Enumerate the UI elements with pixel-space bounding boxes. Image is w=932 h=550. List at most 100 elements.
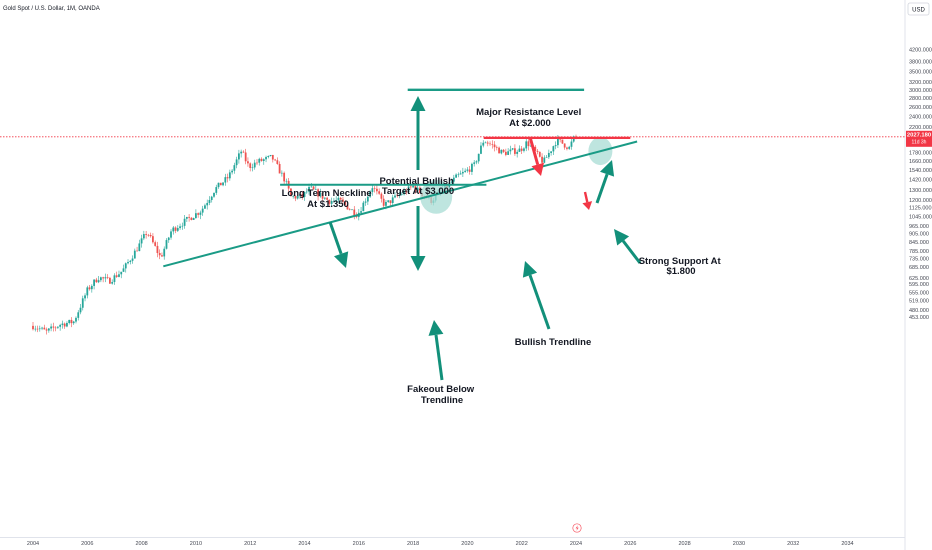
price-tick-label: 2600.000 xyxy=(909,105,932,111)
candle-body xyxy=(303,192,306,197)
candle-body xyxy=(52,326,55,328)
candle-body xyxy=(554,145,557,147)
candle-body xyxy=(308,186,310,192)
candle-body xyxy=(235,159,238,166)
target-arrow-up xyxy=(410,96,426,170)
candle-body xyxy=(511,148,514,150)
candle-body xyxy=(63,323,66,327)
price-axis[interactable]: 4200.000 3800.000 3500.000 3200.000 3000.000… xyxy=(909,47,932,320)
candle-body xyxy=(43,327,46,330)
candle-body xyxy=(457,174,460,176)
candle-body xyxy=(217,182,220,188)
candle-body xyxy=(188,216,191,218)
lightning-icon[interactable] xyxy=(572,523,582,533)
candle-body xyxy=(400,194,403,195)
candle-body xyxy=(210,196,213,200)
candle-body xyxy=(45,329,48,331)
candle-body xyxy=(280,172,283,174)
candle-body xyxy=(353,209,356,216)
candle-body xyxy=(504,151,507,155)
time-tick-label: 2020 xyxy=(461,541,473,547)
candle-body xyxy=(471,163,473,172)
time-tick-label: 2016 xyxy=(353,541,365,547)
candle-body xyxy=(253,162,256,168)
candle-body xyxy=(450,181,453,183)
candle-body xyxy=(491,144,494,145)
candle-body xyxy=(416,187,419,191)
candle-body xyxy=(258,158,261,163)
candle-body xyxy=(557,137,559,146)
candle-body xyxy=(317,189,319,197)
price-tick-label: 1125.000 xyxy=(909,206,932,212)
candle-body xyxy=(550,151,553,153)
candle-body xyxy=(99,277,102,281)
candle-body xyxy=(136,250,138,252)
candle-body xyxy=(176,228,179,231)
candle-body xyxy=(79,307,82,313)
trendline-arrow xyxy=(522,261,551,330)
neckline-arrow xyxy=(328,221,349,268)
candle-body xyxy=(502,149,505,152)
current-price-tag[interactable]: 2027.180 11d 3h xyxy=(906,130,932,147)
candle-body xyxy=(335,200,338,201)
candle-body xyxy=(351,209,353,211)
candle-body xyxy=(195,213,197,219)
candle-body xyxy=(475,161,478,163)
candle-body xyxy=(174,227,177,231)
candle-body xyxy=(190,217,193,220)
time-tick-label: 2024 xyxy=(570,541,582,547)
candle-body xyxy=(337,197,340,201)
candle-body xyxy=(509,149,512,152)
price-tick-label: 685.000 xyxy=(909,265,929,271)
time-tick-label: 2010 xyxy=(190,541,202,547)
lightning-glyph xyxy=(575,525,579,531)
candle-body xyxy=(305,191,308,193)
price-tick-label: 2400.000 xyxy=(909,115,932,121)
candle-body xyxy=(90,285,93,290)
candle-body xyxy=(156,245,159,254)
candle-body xyxy=(145,234,148,235)
fakeout-arrow xyxy=(428,320,444,381)
bullish-breakout-arrow-shaft xyxy=(595,173,609,204)
candle-body xyxy=(47,328,50,331)
candle-body xyxy=(244,152,247,162)
candle-body xyxy=(106,277,109,278)
price-tick-label: 735.000 xyxy=(909,257,929,263)
price-tick-label: 3000.000 xyxy=(909,88,932,94)
candle-body xyxy=(118,274,120,277)
candle-body xyxy=(568,146,571,149)
candle-body xyxy=(382,198,385,206)
candle-body xyxy=(247,161,249,164)
currency-button[interactable]: USD xyxy=(907,2,930,16)
candle-body xyxy=(498,147,500,154)
price-tick-label: 1300.000 xyxy=(909,188,932,194)
trendline-arrow-head xyxy=(522,261,538,278)
time-tick-label: 2032 xyxy=(787,541,799,547)
candle-body xyxy=(271,154,274,160)
candle-body xyxy=(204,205,206,209)
bullish-trendline[interactable] xyxy=(163,140,638,268)
price-tick-label: 1045.000 xyxy=(909,214,932,220)
support-arrow xyxy=(614,229,642,264)
candle-body xyxy=(152,236,154,243)
candle-body xyxy=(570,141,573,147)
arrows-layer xyxy=(328,96,642,381)
candle-body xyxy=(366,196,369,202)
candle-body xyxy=(192,218,195,220)
candle-body xyxy=(95,279,98,283)
time-axis[interactable]: 2004 2006 2008 2010 2012 2014 2016 2018 2020 2022… xyxy=(27,541,854,547)
fakeout-arrow-shaft xyxy=(434,334,444,381)
candle-body xyxy=(260,158,263,161)
candle-body xyxy=(538,151,541,157)
candle-body xyxy=(310,186,313,188)
candle-body xyxy=(127,261,129,264)
candle-body xyxy=(468,169,471,172)
candle-body xyxy=(534,146,537,151)
price-tick-label: 3800.000 xyxy=(909,59,932,65)
candle-body xyxy=(455,174,457,178)
candle-body xyxy=(527,141,530,147)
price-tick-label: 965.000 xyxy=(909,224,929,230)
candle-body xyxy=(529,145,532,147)
trendline-arrow-shaft xyxy=(528,274,551,330)
